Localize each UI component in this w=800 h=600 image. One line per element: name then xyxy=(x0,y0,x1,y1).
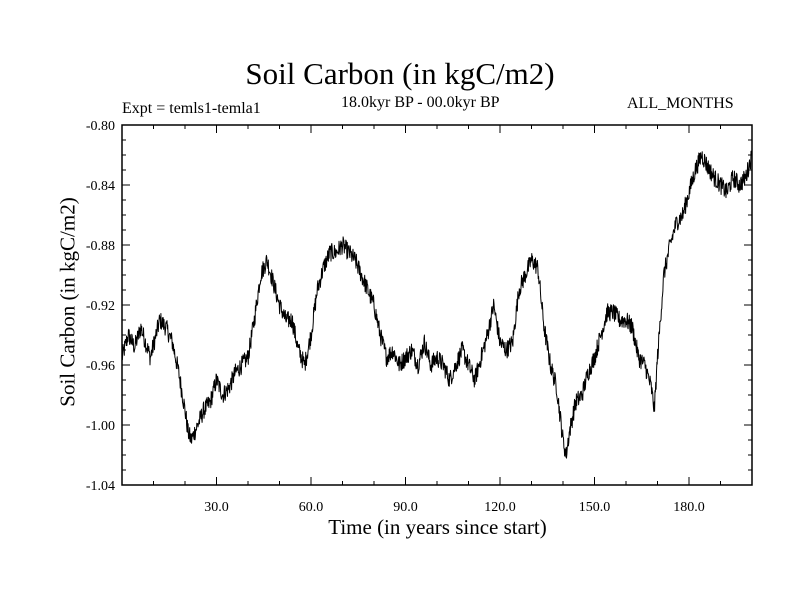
y-tick-label: -0.92 xyxy=(86,299,115,314)
y-tick-label: -0.84 xyxy=(86,179,115,194)
y-tick-label: -0.80 xyxy=(86,119,115,134)
x-tick-label: 60.0 xyxy=(299,500,324,515)
x-tick-label: 90.0 xyxy=(393,500,418,515)
y-tick-label: -0.96 xyxy=(86,359,115,374)
y-tick-label: -0.88 xyxy=(86,239,115,254)
x-tick-label: 120.0 xyxy=(484,500,516,515)
chart-subtitle: 18.0kyr BP - 00.0kyr BP xyxy=(341,94,500,111)
x-axis-label: Time (in years since start) xyxy=(328,515,547,539)
months-label: ALL_MONTHS xyxy=(627,95,734,112)
axis-tick-labels: 30.0 60.0 90.0 120.0 150.0 180.0 -0.80 -0.84 -0.… xyxy=(86,119,705,515)
plot-frame xyxy=(121,124,753,486)
y-tick-label: -1.00 xyxy=(86,419,115,434)
x-tick-label: 150.0 xyxy=(579,500,611,515)
axis-ticks xyxy=(122,124,752,486)
data-series-line xyxy=(121,150,753,459)
y-tick-label: -1.04 xyxy=(86,479,115,494)
chart-title: Soil Carbon (in kgC/m2) xyxy=(245,56,555,91)
experiment-label: Expt = temls1-temla1 xyxy=(122,100,261,117)
x-tick-label: 30.0 xyxy=(204,500,229,515)
x-tick-label: 180.0 xyxy=(673,500,705,515)
